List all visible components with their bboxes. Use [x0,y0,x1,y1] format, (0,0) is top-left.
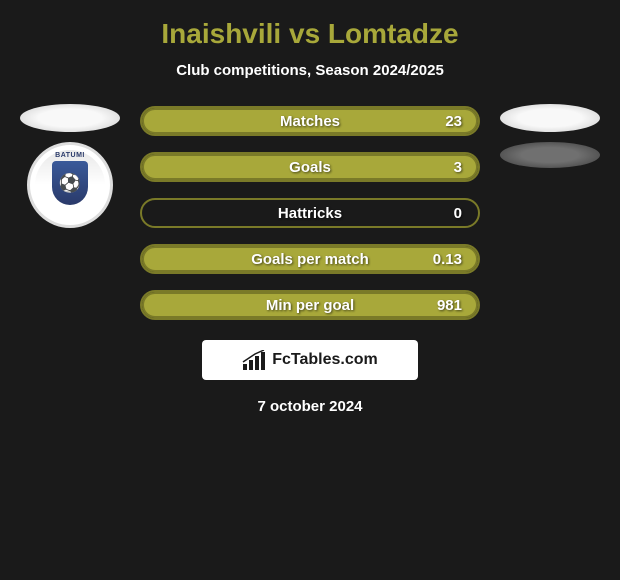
stat-bar: Matches 23 [140,106,480,136]
ball-icon: ⚽ [59,173,81,194]
stat-bar-content: Goals 3 [142,154,478,180]
stat-bar: Min per goal 981 [140,290,480,320]
stat-label: Min per goal [266,297,354,314]
badge-shield: ⚽ [52,161,88,205]
page-title: Inaishvili vs Lomtadze [10,18,610,50]
player-ellipse-left [20,104,120,132]
chart-icon [242,350,266,370]
stat-bar: Goals per match 0.13 [140,244,480,274]
stat-bar-content: Goals per match 0.13 [142,246,478,272]
stat-value: 3 [454,159,462,176]
footer-brand: FcTables.com [202,340,418,380]
right-column [500,104,600,168]
stat-value: 981 [437,297,462,314]
stats-area: BATUMI ⚽ Matches 23 Goals 3 Hattricks 0 Goals … [10,104,610,320]
subtitle: Club competitions, Season 2024/2025 [10,62,610,79]
stat-label: Matches [280,113,340,130]
bars-column: Matches 23 Goals 3 Hattricks 0 Goals per match… [140,106,480,320]
stat-bar: Hattricks 0 [140,198,480,228]
player-ellipse-right-1 [500,104,600,132]
stat-label: Hattricks [278,205,342,222]
stats-container: Inaishvili vs Lomtadze Club competitions… [0,0,620,425]
stat-bar-content: Matches 23 [142,108,478,134]
player-ellipse-right-2 [500,142,600,168]
left-column: BATUMI ⚽ [20,104,120,228]
stat-label: Goals per match [251,251,369,268]
stat-value: 0 [454,205,462,222]
stat-bar-content: Hattricks 0 [142,200,478,226]
stat-bar-content: Min per goal 981 [142,292,478,318]
stat-bar: Goals 3 [140,152,480,182]
date-label: 7 october 2024 [10,398,610,415]
stat-value: 23 [445,113,462,130]
badge-text: BATUMI [55,152,85,159]
stat-label: Goals [289,159,331,176]
badge-inner: BATUMI ⚽ [35,150,105,220]
team-badge-left: BATUMI ⚽ [27,142,113,228]
footer-brand-text: FcTables.com [272,351,378,369]
stat-value: 0.13 [433,251,462,268]
